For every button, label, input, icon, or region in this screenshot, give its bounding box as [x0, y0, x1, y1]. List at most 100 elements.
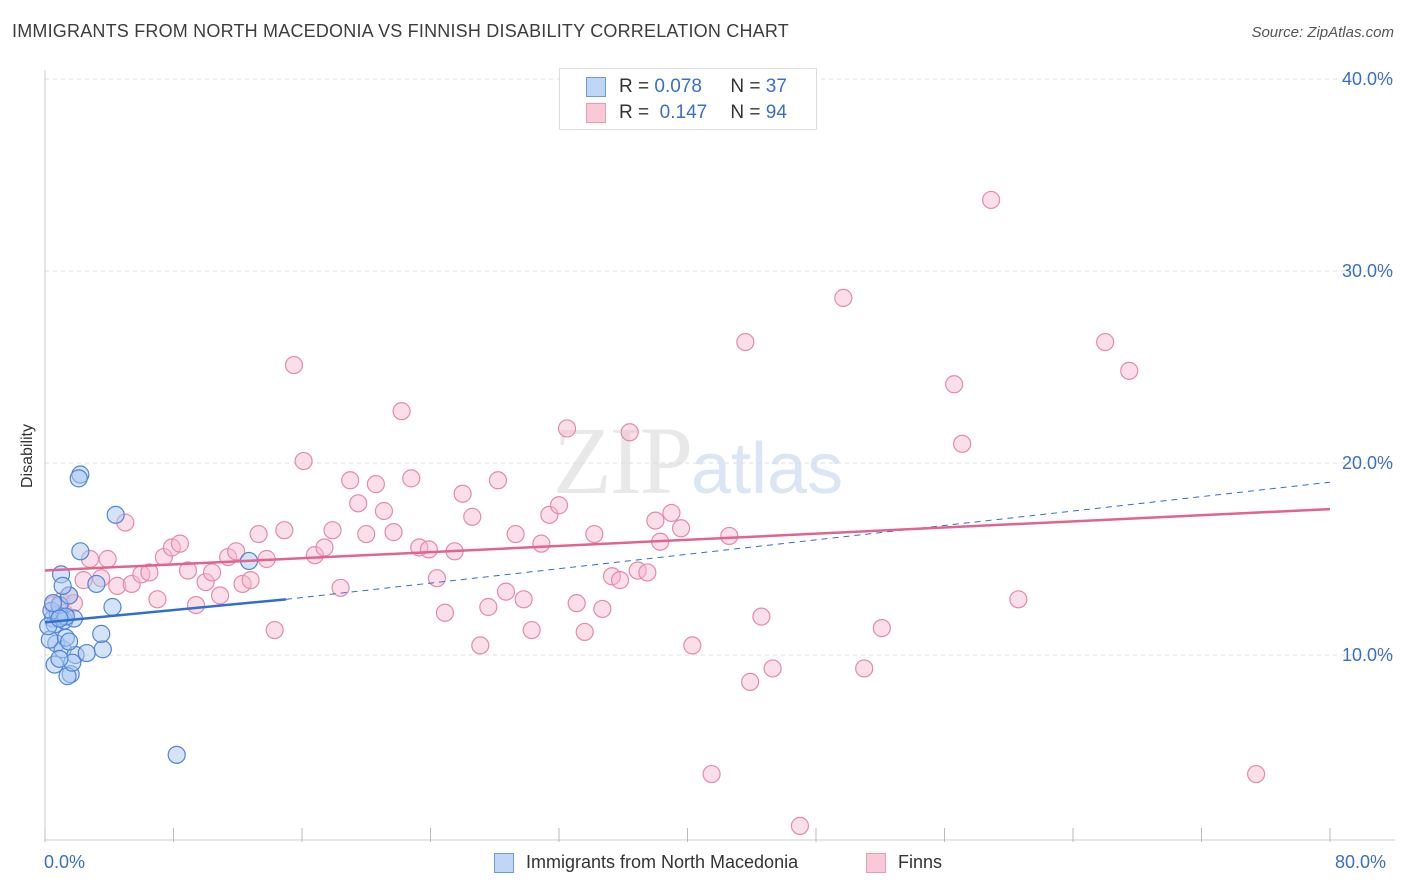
finns-point	[557, 419, 577, 438]
x-tick-label-min: 0.0%	[44, 852, 86, 872]
macedonia-point	[43, 594, 63, 613]
macedonia-point	[92, 624, 111, 643]
finns-point	[202, 563, 222, 582]
macedonia-point	[93, 640, 112, 659]
finns-point	[620, 423, 639, 442]
finns-point	[427, 569, 447, 588]
macedonia-point	[53, 576, 72, 595]
macedonia-point	[167, 745, 186, 764]
finns-point	[1096, 332, 1115, 352]
finns-point	[575, 622, 594, 642]
finns-point	[981, 190, 1001, 210]
finns-point	[323, 521, 342, 540]
finns-point	[638, 563, 657, 582]
legend-swatch-blue	[586, 77, 606, 97]
legend-swatch-pink	[586, 103, 606, 123]
legend-swatch-blue	[494, 852, 514, 873]
legend-row-finns: R = 0.147 N = 94	[586, 102, 787, 124]
finns-trend-line	[44, 507, 1331, 572]
watermark-zip: ZIP	[553, 407, 693, 514]
finns-point	[402, 469, 421, 488]
finns-point	[435, 603, 455, 622]
y-tick-label: 10.0%	[1342, 645, 1393, 665]
finns-point	[241, 571, 260, 590]
finns-point	[374, 501, 394, 521]
legend-r-value: 0.078	[654, 76, 702, 97]
macedonia-point	[69, 469, 88, 488]
macedonia-point	[77, 643, 96, 663]
finns-point	[872, 619, 891, 638]
finns-point	[249, 524, 268, 544]
finns-point	[585, 524, 604, 544]
legend-item-macedonia: Immigrants from North Macedonia	[494, 852, 798, 873]
macedonia-point	[59, 632, 79, 651]
watermark: ZIPatlas	[553, 405, 843, 516]
finns-point	[662, 503, 681, 523]
finns-point	[210, 586, 230, 605]
correlation-legend: R = 0.078 N = 37 R = 0.147 N = 94	[559, 68, 817, 130]
finns-point	[514, 590, 533, 609]
legend-r-label: R =	[619, 76, 650, 97]
finns-point	[331, 578, 350, 597]
finns-point	[1247, 764, 1266, 784]
x-tick-label-max: 80.0%	[1335, 852, 1387, 872]
finns-point	[148, 590, 167, 609]
finns-point	[763, 659, 782, 678]
finns-point	[357, 524, 376, 544]
watermark-atlas: atlas	[691, 429, 844, 509]
legend-swatch-pink	[866, 852, 886, 873]
finns-point	[506, 524, 525, 544]
legend-n-value: 94	[765, 102, 787, 123]
finns-point	[392, 402, 411, 421]
chart-title: IMMIGRANTS FROM NORTH MACEDONIA VS FINNI…	[12, 21, 789, 41]
finns-point	[196, 572, 215, 592]
finns-point	[265, 620, 284, 640]
finns-point	[702, 764, 721, 784]
legend-label-macedonia: Immigrants from North Macedonia	[526, 852, 799, 872]
legend-n-label: N =	[730, 76, 761, 97]
legend-label-finns: Finns	[898, 852, 943, 872]
finns-point	[1120, 361, 1139, 380]
y-tick-label: 20.0%	[1342, 453, 1393, 473]
legend-r-value: 0.147	[654, 102, 708, 123]
finns-point	[122, 574, 141, 594]
finns-point	[549, 496, 569, 515]
macedonia-point	[103, 597, 122, 617]
finns-point	[419, 540, 438, 559]
y-tick-label: 40.0%	[1342, 69, 1393, 89]
finns-point	[741, 672, 760, 691]
finns-point	[720, 526, 739, 546]
finns-point	[683, 636, 702, 655]
finns-point	[953, 434, 972, 453]
macedonia-trend-extension	[285, 481, 1331, 600]
finns-point	[108, 576, 127, 595]
finns-point	[275, 521, 294, 540]
macedonia-point	[106, 505, 125, 524]
finns-point	[227, 542, 246, 561]
finns-point	[98, 549, 117, 569]
finns-point	[170, 534, 190, 553]
finns-point	[532, 534, 551, 553]
finns-point	[736, 332, 755, 352]
finns-point	[366, 475, 385, 494]
macedonia-point	[71, 542, 90, 561]
finns-point	[834, 288, 853, 307]
finns-point	[488, 471, 508, 490]
macedonia-trend-line	[44, 598, 287, 624]
finns-point	[315, 538, 334, 557]
source-label: Source: ZipAtlas.com	[1251, 24, 1394, 41]
finns-point	[294, 451, 313, 471]
finns-point	[567, 594, 586, 613]
macedonia-point	[87, 574, 106, 594]
legend-row-macedonia: R = 0.078 N = 37	[586, 76, 787, 98]
finns-point	[471, 636, 490, 655]
finns-point	[646, 511, 665, 530]
finns-point	[610, 571, 630, 590]
finns-point	[349, 494, 368, 513]
finns-point	[540, 505, 559, 524]
finns-point	[479, 597, 498, 617]
series-legend: Immigrants from North Macedonia Finns	[0, 852, 1406, 878]
finns-point	[463, 507, 482, 526]
finns-point	[790, 816, 810, 835]
